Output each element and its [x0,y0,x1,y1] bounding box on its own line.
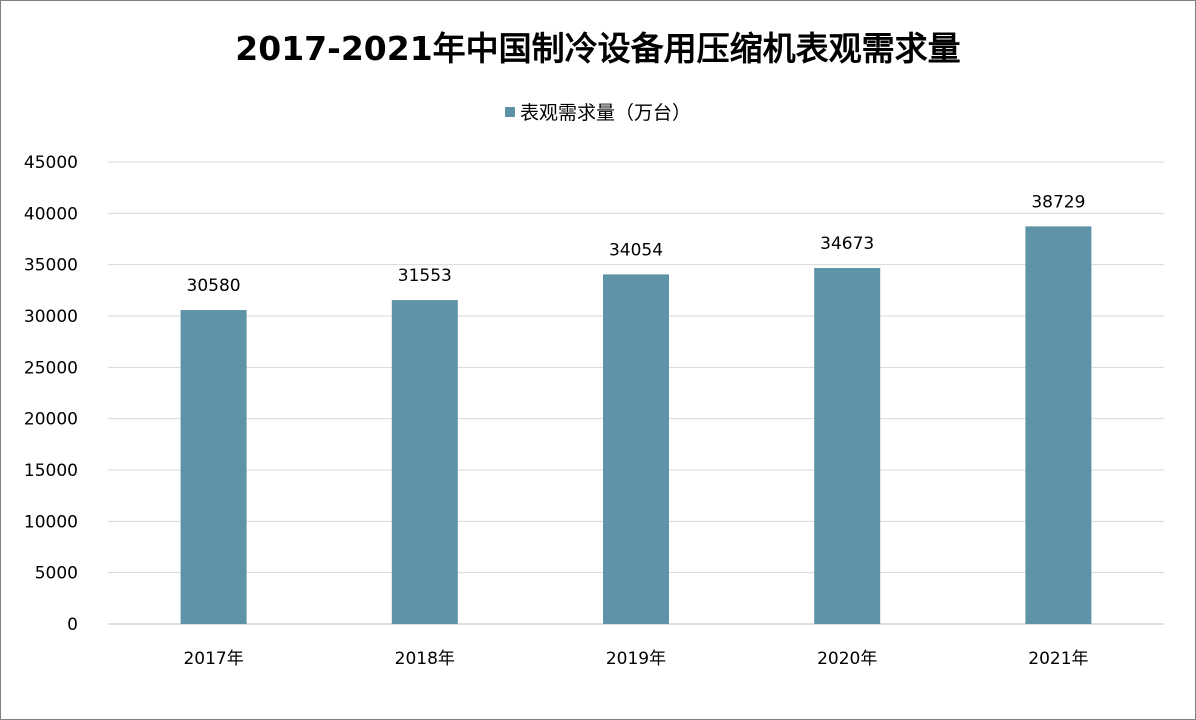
y-axis-ticks: 0 5000 10000 15000 20000 25000 30000 35000 40000… [24,153,78,635]
bar [814,268,881,624]
bars [180,226,1092,624]
y-tick-label: 35000 [24,256,78,276]
data-label: 30580 [187,276,241,296]
x-tick-label: 2021年 [1028,649,1088,669]
y-tick-label: 0 [67,615,78,635]
y-tick-label: 20000 [24,410,78,430]
data-labels: 30580 31553 34054 34673 38729 [187,192,1086,296]
bar [391,300,458,624]
legend-label: 表观需求量（万台） [519,102,691,124]
data-label: 34054 [609,240,663,260]
y-tick-label: 10000 [24,512,78,532]
x-tick-label: 2020年 [817,649,877,669]
data-label: 34673 [820,234,874,254]
legend-swatch [504,106,515,117]
data-label: 38729 [1031,192,1085,212]
y-tick-label: 25000 [24,358,78,378]
data-label: 31553 [398,266,452,286]
y-tick-label: 45000 [24,153,78,173]
x-axis-ticks: 2017年 2018年 2019年 2020年 2021年 [183,649,1088,669]
y-tick-label: 30000 [24,307,78,327]
x-tick-label: 2019年 [606,649,666,669]
y-tick-label: 15000 [24,461,78,481]
bar [603,274,669,624]
y-tick-label: 5000 [35,564,78,584]
x-tick-label: 2018年 [395,649,455,669]
bar [1025,226,1092,624]
chart-title: 2017-2021年中国制冷设备用压缩机表观需求量 [235,29,961,68]
legend: 表观需求量（万台） [0,98,1196,125]
bar [180,310,247,624]
y-tick-label: 40000 [24,204,78,224]
x-tick-label: 2017年 [183,649,243,669]
